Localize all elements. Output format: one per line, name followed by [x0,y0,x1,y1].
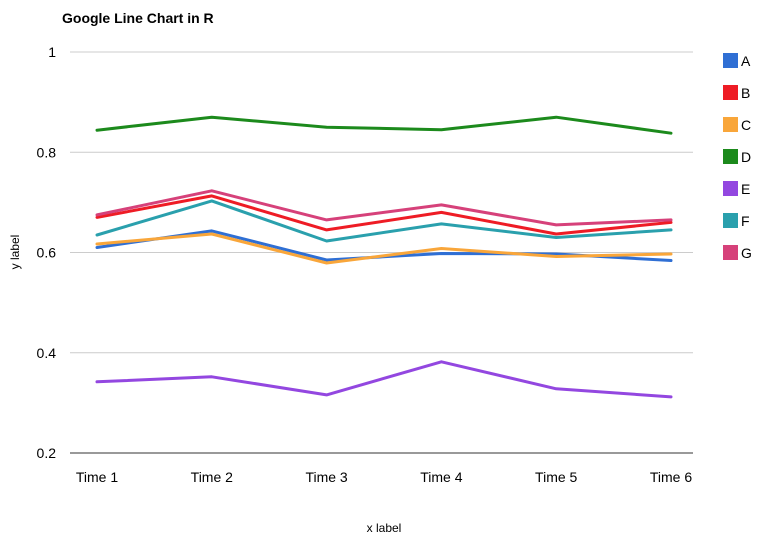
y-tick-labels: 0.2 0.4 0.6 0.8 1 [37,44,57,461]
y-tick-label: 0.8 [37,144,57,160]
series-line-g [95,189,673,227]
legend-label-e: E [741,181,750,197]
legend-label-g: G [741,245,752,261]
legend-label-c: C [741,117,751,133]
legend-swatch-c [723,117,738,132]
y-axis-label: y label [8,235,22,270]
series-line-f [95,199,673,243]
legend-label-a: A [741,53,751,69]
y-tick-label: 0.4 [37,345,57,361]
legend-swatch-b [723,85,738,100]
legend-swatch-g [723,245,738,260]
legend-swatch-e [723,181,738,196]
x-tick-label: Time 6 [650,469,692,485]
y-tick-label: 0.6 [37,245,57,261]
legend-swatch-a [723,53,738,68]
chart-title: Google Line Chart in R [62,10,214,26]
series-line-d [95,115,673,135]
y-tick-label: 0.2 [37,445,57,461]
grid-lines [70,51,693,454]
x-tick-label: Time 4 [420,469,462,485]
legend-label-d: D [741,149,751,165]
x-tick-label: Time 5 [535,469,577,485]
series-line-c [95,232,673,265]
legend-label-b: B [741,85,750,101]
x-tick-label: Time 2 [191,469,233,485]
legend-swatch-f [723,213,738,228]
legend-label-f: F [741,213,750,229]
x-tick-label: Time 3 [305,469,347,485]
series-line-e [95,360,673,399]
y-tick-label: 1 [48,44,56,60]
x-tick-label: Time 1 [76,469,118,485]
x-axis-label: x label [367,521,402,535]
series-lines [95,115,673,399]
legend-swatch-d [723,149,738,164]
series-line-b [95,194,673,236]
x-tick-labels: Time 1 Time 2 Time 3 Time 4 Time 5 Time 6 [76,469,692,485]
